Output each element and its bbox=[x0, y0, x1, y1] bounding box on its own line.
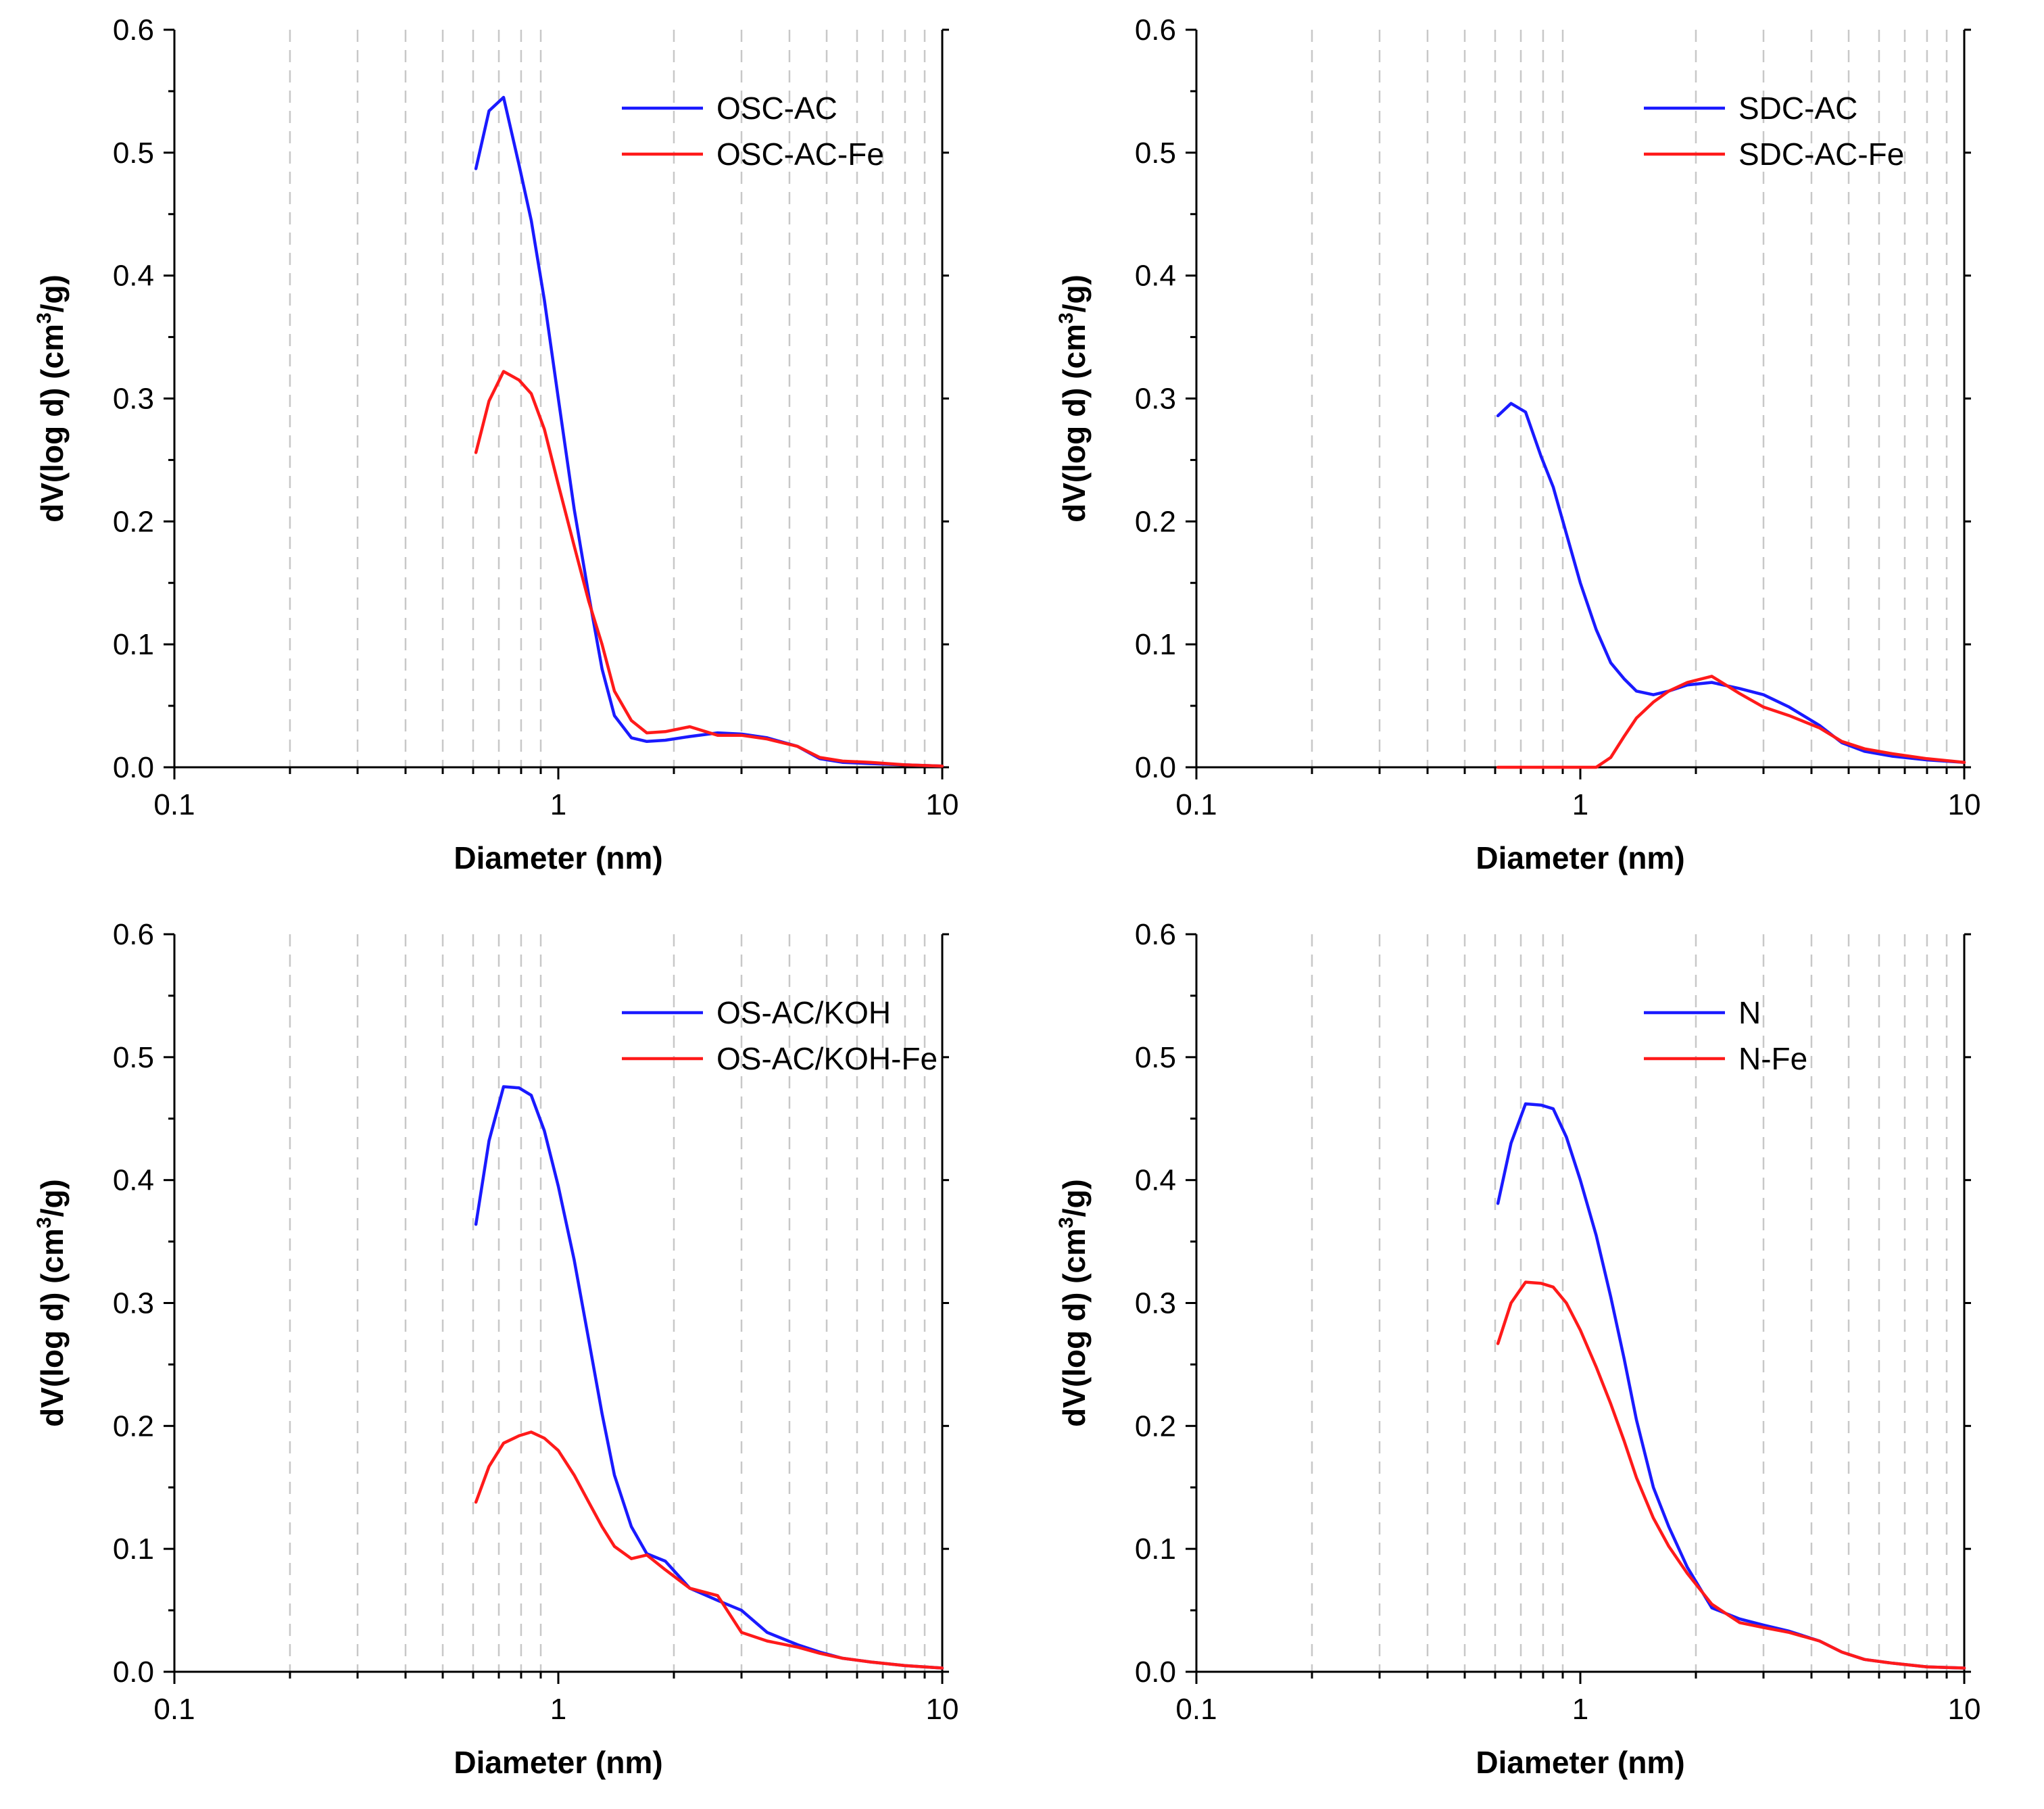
legend: SDC-AC SDC-AC-Fe bbox=[1644, 91, 1904, 172]
y-tick-label: 0.5 bbox=[113, 137, 154, 170]
series-line-os-ac-koh-fe bbox=[474, 1430, 944, 1670]
x-axis-title: Diameter (nm) bbox=[1476, 1745, 1684, 1780]
y-tick-label: 0.0 bbox=[113, 1656, 154, 1689]
series-line-osc-ac-fe bbox=[474, 370, 944, 768]
x-tick-label: 0.1 bbox=[153, 1693, 195, 1726]
y-tick-label: 0.1 bbox=[1135, 628, 1176, 661]
legend: OSC-AC OSC-AC-Fe bbox=[622, 91, 884, 172]
y-tick-label: 0.2 bbox=[1135, 1409, 1176, 1443]
legend: N N-Fe bbox=[1644, 995, 1807, 1076]
legend-label-os-ac-koh: OS-AC/KOH bbox=[716, 995, 891, 1030]
x-tick-label: 10 bbox=[1948, 788, 1981, 821]
y-tick-label: 0.4 bbox=[113, 1164, 154, 1197]
y-axis-title: dV(log d) (cm3/g) bbox=[33, 274, 70, 523]
y-tick-label: 0.2 bbox=[113, 505, 154, 538]
x-tick-label: 10 bbox=[926, 1693, 959, 1726]
x-tick-label: 10 bbox=[1948, 1693, 1981, 1726]
x-tick-label: 0.1 bbox=[153, 788, 195, 821]
y-tick-label: 0.0 bbox=[1135, 751, 1176, 784]
x-tick-label: 0.1 bbox=[1175, 788, 1217, 821]
legend: OS-AC/KOH OS-AC/KOH-Fe bbox=[622, 995, 938, 1076]
legend-label-os-ac-koh-fe: OS-AC/KOH-Fe bbox=[716, 1041, 938, 1076]
y-tick-label: 0.5 bbox=[1135, 137, 1176, 170]
y-tick-label: 0.2 bbox=[113, 1409, 154, 1443]
y-tick-label: 0.3 bbox=[113, 1287, 154, 1320]
legend-label-n-fe: N-Fe bbox=[1738, 1041, 1807, 1076]
y-tick-label: 0.6 bbox=[1135, 14, 1176, 47]
y-tick-label: 0.1 bbox=[1135, 1533, 1176, 1566]
legend-label-sdc-ac-fe: SDC-AC-Fe bbox=[1738, 137, 1904, 172]
y-axis-title: dV(log d) (cm3/g) bbox=[1055, 1179, 1092, 1427]
chart-panel-os-ac-koh: 0.0 0.1 0.2 0.3 0.4 0.5 0.6 0.1 1 10 Diameter (nm)… bbox=[33, 918, 959, 1780]
y-tick-label: 0.0 bbox=[113, 751, 154, 784]
x-tick-label: 1 bbox=[1572, 788, 1588, 821]
series-line-os-ac-koh bbox=[474, 1085, 944, 1670]
legend-label-osc-ac: OSC-AC bbox=[716, 91, 837, 126]
y-tick-label: 0.5 bbox=[113, 1041, 154, 1074]
legend-label-n: N bbox=[1738, 995, 1761, 1030]
series-line-sdc-ac bbox=[1496, 402, 1966, 764]
y-tick-label: 0.3 bbox=[1135, 383, 1176, 416]
y-tick-label: 0.2 bbox=[1135, 505, 1176, 538]
y-tick-label: 0.6 bbox=[113, 918, 154, 951]
x-tick-label: 1 bbox=[1572, 1693, 1588, 1726]
y-tick-label: 0.4 bbox=[1135, 1164, 1176, 1197]
x-tick-label: 0.1 bbox=[1175, 1693, 1217, 1726]
legend-label-osc-ac-fe: OSC-AC-Fe bbox=[716, 137, 884, 172]
y-tick-label: 0.1 bbox=[113, 628, 154, 661]
y-axis-title: dV(log d) (cm3/g) bbox=[1055, 274, 1092, 523]
gridlines bbox=[1311, 934, 1948, 1672]
x-tick-label: 1 bbox=[550, 1693, 566, 1726]
gridlines bbox=[1311, 30, 1948, 767]
y-tick-label: 0.6 bbox=[113, 14, 154, 47]
series-line-n-fe bbox=[1496, 1280, 1966, 1670]
y-tick-label: 0.1 bbox=[113, 1533, 154, 1566]
chart-panel-sdc-ac: 0.0 0.1 0.2 0.3 0.4 0.5 0.6 0.1 1 10 Diameter (nm)… bbox=[1055, 14, 1981, 875]
y-axis-title: dV(log d) (cm3/g) bbox=[33, 1179, 70, 1427]
x-axis-title: Diameter (nm) bbox=[454, 1745, 662, 1780]
chart-panel-n: 0.0 0.1 0.2 0.3 0.4 0.5 0.6 0.1 1 10 Diameter (nm)… bbox=[1055, 918, 1981, 1780]
series-line-n bbox=[1496, 1102, 1966, 1670]
y-tick-label: 0.3 bbox=[113, 383, 154, 416]
chart-panel-osc-ac: 0.0 0.1 0.2 0.3 0.4 0.5 0.6 0.1 1 10 Diameter (nm)… bbox=[33, 14, 959, 875]
y-tick-label: 0.0 bbox=[1135, 1656, 1176, 1689]
x-tick-label: 10 bbox=[926, 788, 959, 821]
y-tick-label: 0.5 bbox=[1135, 1041, 1176, 1074]
x-axis-title: Diameter (nm) bbox=[454, 840, 662, 875]
gridlines bbox=[289, 30, 926, 767]
x-tick-label: 1 bbox=[550, 788, 566, 821]
x-axis-title: Diameter (nm) bbox=[1476, 840, 1684, 875]
y-tick-label: 0.4 bbox=[1135, 260, 1176, 293]
y-tick-label: 0.6 bbox=[1135, 918, 1176, 951]
y-tick-label: 0.3 bbox=[1135, 1287, 1176, 1320]
series-line-sdc-ac-fe bbox=[1496, 675, 1966, 769]
legend-label-sdc-ac: SDC-AC bbox=[1738, 91, 1857, 126]
y-tick-label: 0.4 bbox=[113, 260, 154, 293]
